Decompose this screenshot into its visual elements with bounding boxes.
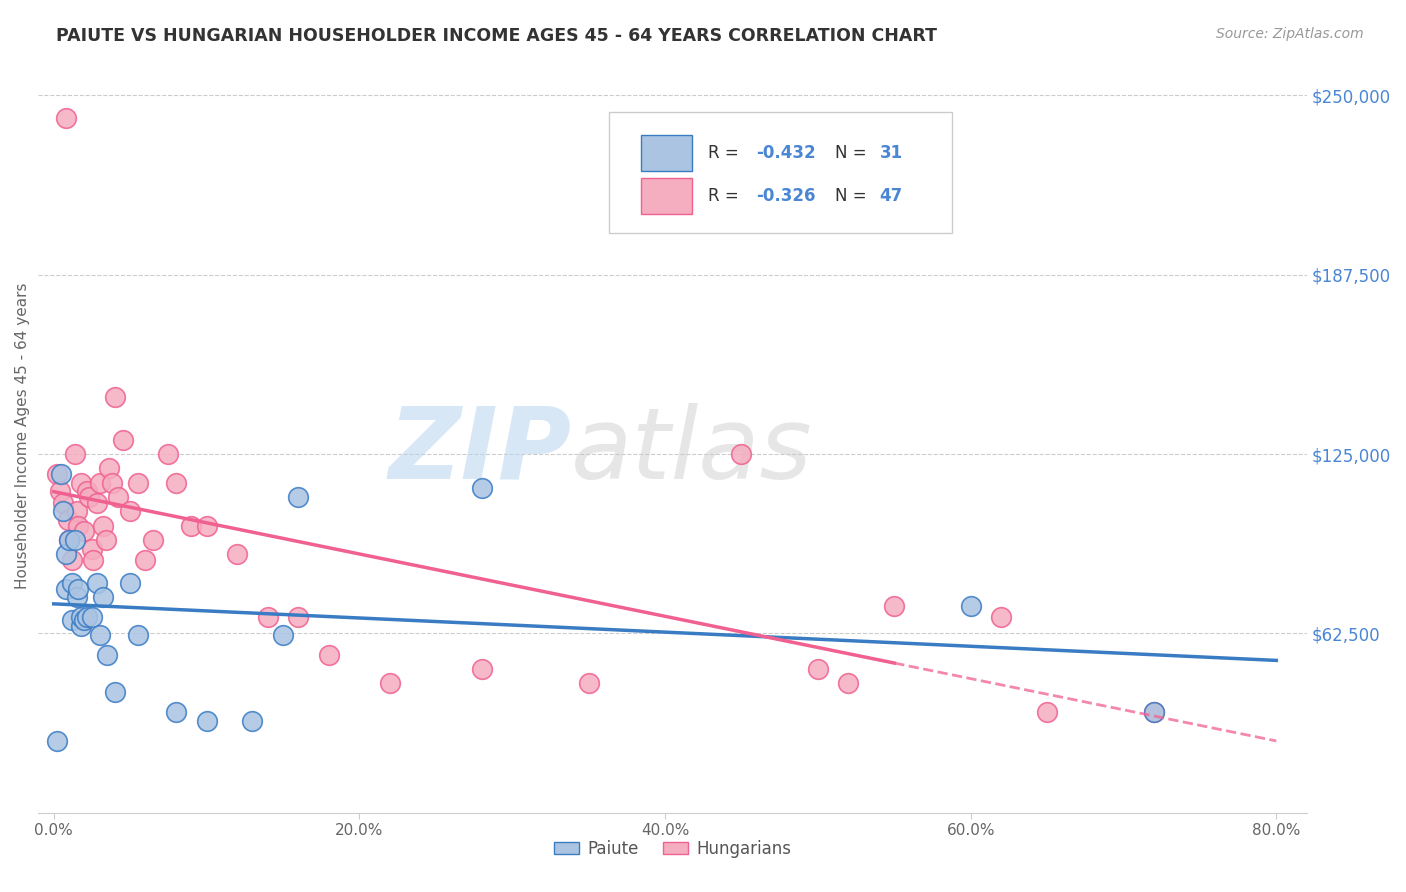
Point [1036, 705, 1059, 719]
Bar [641, 135, 692, 171]
Text: ZIP: ZIP [388, 402, 571, 500]
Point [318, 648, 340, 662]
Point [101, 475, 124, 490]
Point [990, 610, 1012, 624]
Point [80, 541, 103, 556]
Point [91, 591, 114, 605]
Point [1143, 705, 1166, 719]
Point [959, 599, 981, 613]
Point [73, 524, 96, 539]
FancyBboxPatch shape [609, 112, 952, 233]
Text: Source: ZipAtlas.com: Source: ZipAtlas.com [1216, 27, 1364, 41]
Point [104, 390, 127, 404]
Text: -0.326: -0.326 [756, 187, 815, 205]
Point [107, 490, 129, 504]
Point [111, 433, 134, 447]
Point [63, 533, 86, 547]
Point [287, 610, 309, 624]
Point [55, 582, 77, 596]
Point [56, 513, 79, 527]
Point [45, 467, 67, 481]
Point [837, 676, 859, 690]
Point [97, 461, 120, 475]
Point [51, 467, 73, 481]
Text: atlas: atlas [571, 402, 813, 500]
Point [271, 628, 294, 642]
Point [55, 548, 77, 562]
Point [165, 475, 187, 490]
Point [52, 496, 75, 510]
Point [180, 518, 202, 533]
Point [89, 628, 111, 642]
Point [67, 582, 90, 596]
Point [60, 553, 83, 567]
Point [807, 662, 830, 676]
Text: R =: R = [709, 144, 744, 162]
Point [80, 610, 103, 624]
Point [76, 610, 98, 624]
Point [45, 734, 67, 748]
Point [86, 496, 108, 510]
Point [104, 685, 127, 699]
Text: N =: N = [835, 187, 872, 205]
Point [134, 553, 156, 567]
Point [67, 518, 90, 533]
Point [94, 533, 117, 547]
Point [96, 648, 118, 662]
Point [63, 447, 86, 461]
Point [86, 576, 108, 591]
Text: -0.432: -0.432 [756, 144, 815, 162]
Point [127, 628, 149, 642]
Text: PAIUTE VS HUNGARIAN HOUSEHOLDER INCOME AGES 45 - 64 YEARS CORRELATION CHART: PAIUTE VS HUNGARIAN HOUSEHOLDER INCOME A… [56, 27, 938, 45]
Legend: Paiute, Hungarians: Paiute, Hungarians [547, 833, 799, 864]
Point [165, 705, 187, 719]
Y-axis label: Householder Income Ages 45 - 64 years: Householder Income Ages 45 - 64 years [15, 283, 30, 590]
Bar [641, 178, 692, 214]
Point [82, 553, 104, 567]
Point [378, 676, 401, 690]
Point [55, 112, 77, 126]
Point [77, 490, 100, 504]
Point [73, 613, 96, 627]
Point [242, 714, 264, 728]
Point [49, 484, 72, 499]
Point [76, 484, 98, 499]
Point [89, 475, 111, 490]
Point [195, 714, 218, 728]
Text: 31: 31 [879, 144, 903, 162]
Point [66, 504, 89, 518]
Point [1143, 705, 1166, 719]
Point [91, 518, 114, 533]
Point [120, 576, 142, 591]
Point [58, 533, 80, 547]
Point [60, 576, 83, 591]
Point [578, 676, 600, 690]
Point [52, 504, 75, 518]
Point [730, 447, 752, 461]
Text: R =: R = [709, 187, 744, 205]
Point [142, 533, 165, 547]
Point [471, 482, 494, 496]
Point [127, 475, 149, 490]
Point [287, 490, 309, 504]
Point [66, 591, 89, 605]
Point [70, 475, 93, 490]
Point [70, 610, 93, 624]
Point [226, 548, 249, 562]
Text: 47: 47 [879, 187, 903, 205]
Point [60, 613, 83, 627]
Point [70, 619, 93, 633]
Point [256, 610, 278, 624]
Text: N =: N = [835, 144, 872, 162]
Point [58, 533, 80, 547]
Point [471, 662, 494, 676]
Point [883, 599, 905, 613]
Point [157, 447, 180, 461]
Point [195, 518, 218, 533]
Point [120, 504, 142, 518]
